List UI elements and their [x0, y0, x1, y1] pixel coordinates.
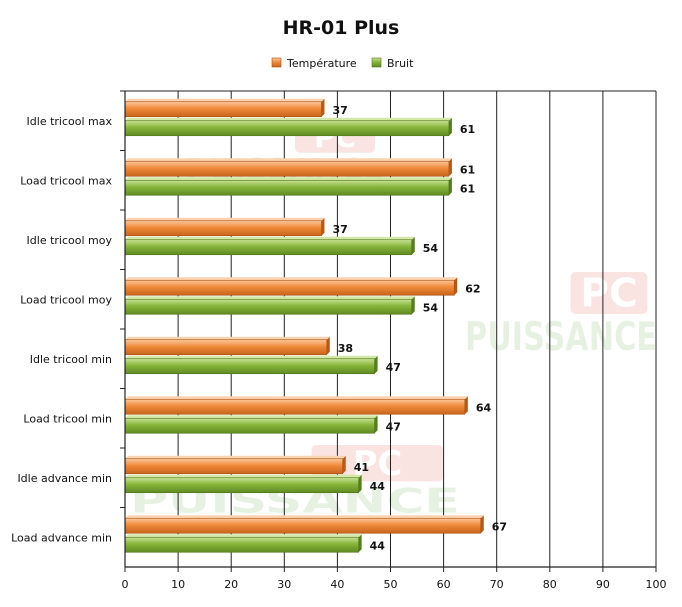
watermark-badge: PC	[580, 272, 637, 317]
bar-side	[448, 158, 452, 177]
data-label: 37	[332, 223, 347, 236]
bar-side	[321, 217, 325, 236]
legend: Température Bruit	[271, 57, 414, 70]
bar-side	[321, 98, 325, 117]
bar-top	[125, 277, 458, 281]
data-label: 61	[460, 123, 475, 136]
data-label: 62	[465, 282, 480, 295]
bar-temperature	[124, 458, 344, 475]
bar-side	[448, 177, 452, 196]
x-tick-label: 20	[224, 578, 238, 591]
legend-item: Température	[271, 57, 357, 70]
category-label: Idle tricool min	[30, 353, 112, 366]
bar-top	[125, 415, 378, 419]
bar-top	[125, 296, 415, 300]
data-label: 37	[332, 104, 347, 117]
bar-top	[125, 534, 362, 538]
x-tick-label: 80	[543, 578, 557, 591]
bar-side	[411, 236, 415, 255]
data-label: 47	[386, 420, 401, 433]
bar-temperature	[124, 339, 328, 356]
category-label: Idle tricool moy	[27, 234, 113, 247]
bar-side	[464, 396, 468, 415]
bar-bruit	[124, 239, 413, 256]
category-label: Load tricool min	[23, 412, 112, 425]
bar-temperature	[124, 398, 466, 415]
bar-bruit	[124, 179, 450, 196]
bar-temperature	[124, 160, 450, 177]
bar-top	[125, 217, 325, 221]
labels: 0 10 20 30 40 50 60 70 80 90 100 Idle tricool max 37…	[11, 104, 666, 591]
legend-swatch	[371, 57, 382, 68]
bar-bruit	[124, 477, 359, 494]
data-label: 44	[370, 480, 386, 493]
bar-bruit	[124, 358, 375, 375]
bar-top	[125, 158, 452, 162]
category-label: Idle tricool max	[27, 115, 113, 128]
bar-temperature	[124, 517, 482, 534]
axes	[120, 90, 656, 568]
bar-top	[125, 396, 468, 400]
data-label: 44	[370, 539, 386, 552]
bar-top	[125, 515, 484, 519]
bar-temperature	[124, 220, 322, 237]
legend-swatch	[271, 57, 282, 68]
legend-label: Bruit	[387, 57, 414, 70]
bar-top	[125, 355, 378, 359]
data-label: 54	[423, 301, 439, 314]
x-tick-label: 100	[646, 578, 667, 591]
bar-top	[125, 117, 452, 121]
data-label: 61	[460, 182, 475, 195]
bar-side	[411, 296, 415, 315]
data-label: 47	[386, 361, 401, 374]
category-label: Load advance min	[11, 531, 112, 544]
data-label: 64	[476, 401, 492, 414]
category-label: Idle advance min	[17, 472, 112, 485]
bar-side	[374, 415, 378, 434]
bar-side	[448, 117, 452, 136]
x-tick-label: 70	[490, 578, 504, 591]
bar-top	[125, 336, 330, 340]
category-label: Load tricool max	[20, 174, 112, 187]
data-label: 54	[423, 242, 439, 255]
data-label: 61	[460, 163, 475, 176]
x-tick-label: 50	[384, 578, 398, 591]
bar-side	[326, 336, 330, 355]
bar-top	[125, 177, 452, 181]
bar-bruit	[124, 536, 359, 553]
x-tick-label: 40	[330, 578, 344, 591]
bar-side	[342, 455, 346, 474]
data-label: 38	[338, 342, 353, 355]
bar-bruit	[124, 298, 413, 315]
watermark-brand: PUISSANCE	[465, 315, 657, 360]
bar-side	[358, 534, 362, 553]
x-tick-label: 60	[437, 578, 451, 591]
legend-item: Bruit	[371, 57, 414, 70]
x-tick-label: 30	[277, 578, 291, 591]
bar-bruit	[124, 417, 375, 434]
bar-side	[374, 355, 378, 374]
category-label: Load tricool moy	[20, 293, 112, 306]
x-tick-label: 0	[122, 578, 129, 591]
bar-temperature	[124, 101, 322, 118]
bar-top	[125, 98, 325, 102]
chart-title: HR-01 Plus	[283, 17, 400, 39]
bar-top	[125, 455, 346, 459]
bar-bruit	[124, 120, 450, 137]
bar-side	[480, 515, 484, 534]
x-tick-label: 10	[171, 578, 185, 591]
bar-top	[125, 474, 362, 478]
bar-top	[125, 236, 415, 240]
bar-side	[454, 277, 458, 296]
bar-side	[358, 474, 362, 493]
x-tick-label: 90	[596, 578, 610, 591]
bar-temperature	[124, 279, 455, 296]
legend-label: Température	[286, 57, 357, 70]
data-label: 41	[354, 461, 369, 474]
data-label: 67	[492, 520, 507, 533]
